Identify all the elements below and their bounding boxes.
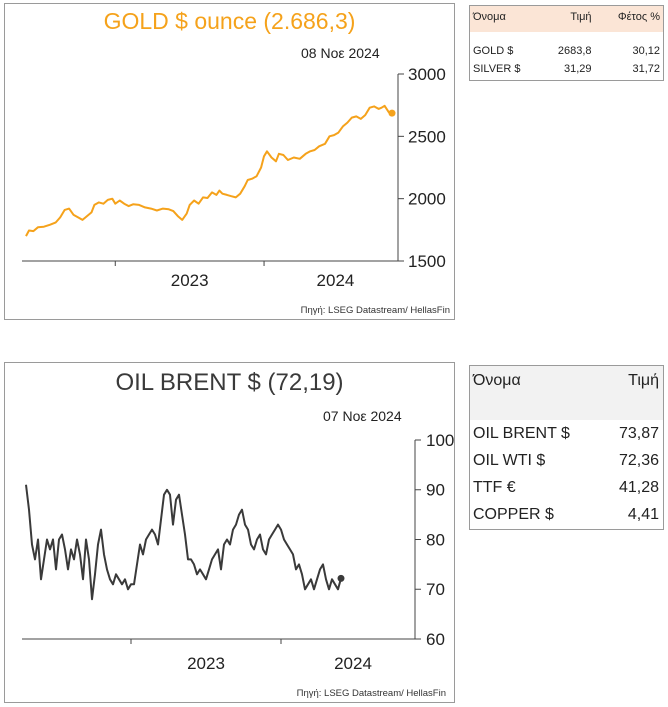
copper-row-price: 4,41: [627, 505, 659, 523]
gold-chart-panel: GOLD $ ounce (2.686,3) 08 Νοε 2024 1500 2…: [4, 3, 455, 320]
brent-row-name: OIL BRENT $: [473, 424, 570, 442]
table-row: OIL BRENT $ 73,87: [470, 420, 663, 447]
ttf-row-price: 41,28: [618, 478, 659, 496]
x-tick-label: 2024: [317, 271, 355, 290]
y-tick-label: 70: [426, 580, 445, 599]
y-tick-label: 2000: [408, 190, 446, 209]
gold-table-header-ytd: Φέτος %: [617, 11, 660, 23]
y-tick-label: 100: [426, 431, 454, 450]
oil-chart-date: 07 Νοε 2024: [323, 408, 402, 424]
silver-row-price: 31,29: [564, 63, 592, 75]
y-tick-label: 60: [426, 630, 445, 649]
brent-row-price: 73,87: [618, 424, 659, 442]
x-tick-label: 2024: [334, 654, 372, 673]
table-row: TTF € 41,28: [470, 474, 663, 501]
oil-chart-title: OIL BRENT $ (72,19): [115, 369, 344, 396]
gold-source-note: Πηγή: LSEG Datastream/ HellasFin: [300, 305, 450, 316]
table-row: OIL WTI $ 72,36: [470, 447, 663, 474]
table-row: SILVER $ 31,29 31,72: [470, 60, 663, 78]
y-tick-label: 80: [426, 530, 445, 549]
y-tick-label: 90: [426, 481, 445, 500]
oil-chart-panel: OIL BRENT $ (72,19) 07 Νοε 2024 60 70 80 90…: [4, 362, 455, 703]
y-tick-label: 3000: [408, 65, 446, 84]
oil-price-table: Όνομα Τιμή OIL BRENT $ 73,87 OIL WTI $ 7…: [469, 365, 664, 530]
table-row: GOLD $ 2683,8 30,12: [470, 42, 663, 60]
gold-table-header-name: Όνομα: [473, 11, 506, 23]
oil-table-header-price: Τιμή: [628, 372, 659, 389]
last-value-marker: [388, 109, 396, 117]
y-tick-label: 1500: [408, 252, 446, 271]
ttf-row-name: TTF €: [473, 478, 516, 496]
gold-row-price: 2683,8: [557, 45, 592, 57]
gold-table-header-price: Τιμή: [570, 11, 592, 23]
oil-source-note: Πηγή: LSEG Datastream/ HellasFin: [296, 688, 446, 699]
gold-row-name: GOLD $: [473, 45, 514, 57]
oil-line-chart: 60 70 80 90 100 2023 2024: [22, 431, 454, 673]
series-line: [25, 104, 393, 237]
silver-row-name: SILVER $: [473, 63, 521, 75]
wti-row-price: 72,36: [618, 451, 659, 469]
wti-row-name: OIL WTI $: [473, 451, 546, 469]
gold-table-spacer-row: [470, 32, 663, 42]
x-tick-label: 2023: [171, 271, 209, 290]
gold-row-ytd: 30,12: [632, 45, 660, 57]
silver-row-ytd: 31,72: [632, 63, 660, 75]
oil-table-header-name: Όνομα: [473, 372, 521, 389]
series-line: [25, 484, 342, 601]
table-row: COPPER $ 4,41: [470, 501, 663, 528]
x-tick-label: 2023: [187, 654, 225, 673]
gold-chart-date: 08 Νοε 2024: [301, 45, 380, 61]
gold-chart-title: GOLD $ ounce (2.686,3): [103, 8, 356, 34]
gold-line-chart: 1500 2000 2500 3000 2023 2024: [22, 65, 446, 290]
gold-price-table: Όνομα Τιμή Φέτος % GOLD $ 2683,8 30,12 S…: [469, 5, 664, 81]
gold-table-header-row: Όνομα Τιμή Φέτος %: [470, 6, 663, 32]
last-value-marker: [337, 574, 345, 582]
oil-table-header-row: Όνομα Τιμή: [470, 366, 663, 420]
copper-row-name: COPPER $: [473, 505, 554, 523]
y-tick-label: 2500: [408, 127, 446, 146]
